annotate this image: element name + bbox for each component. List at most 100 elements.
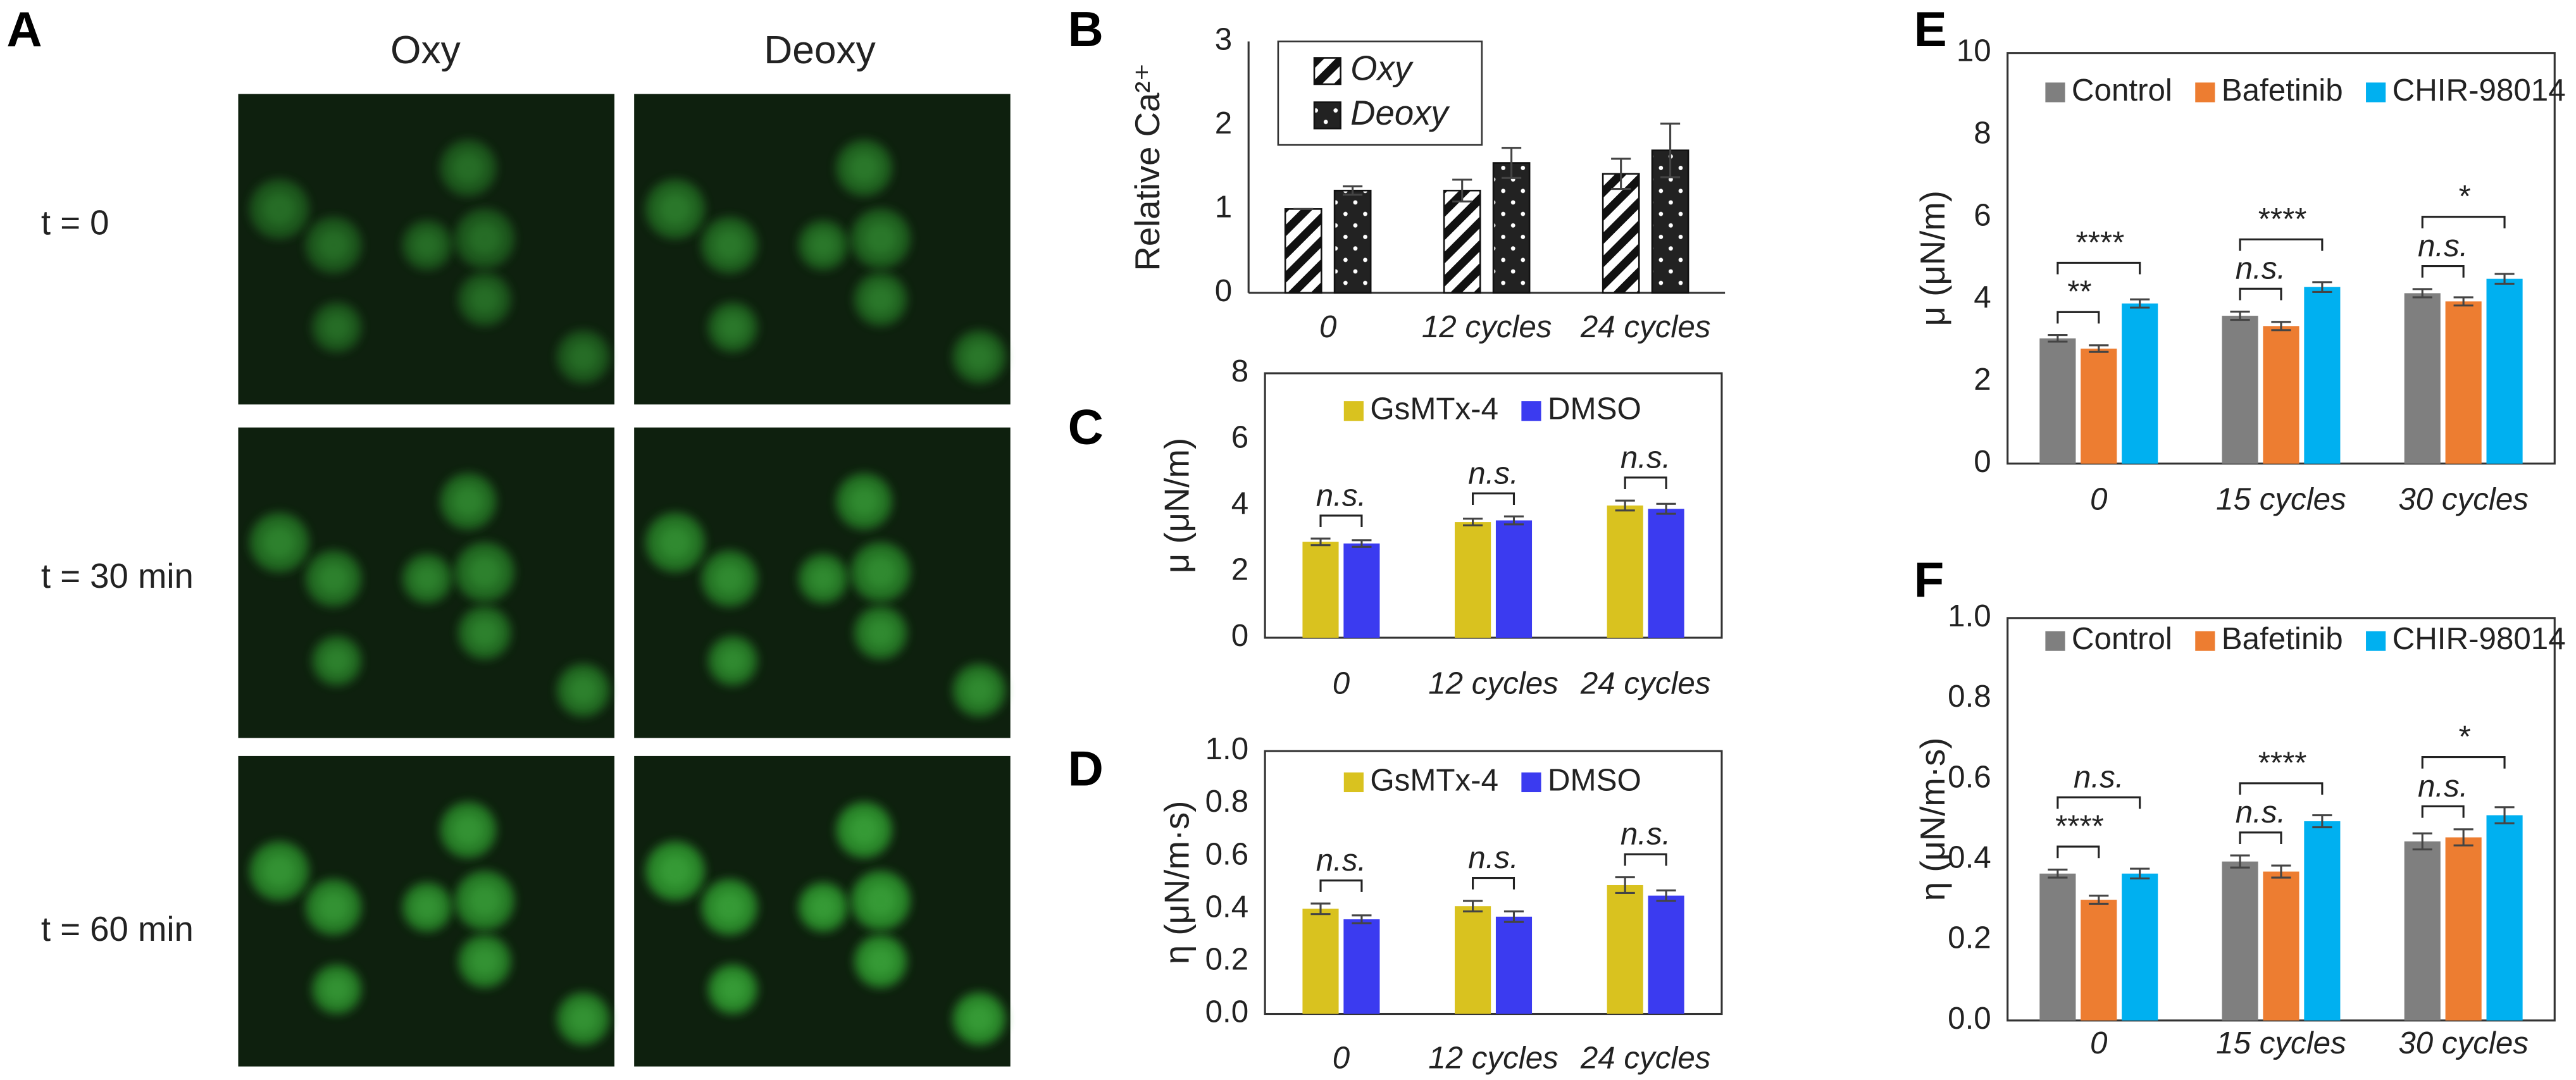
bar bbox=[1333, 189, 1372, 294]
significance-label: n.s. bbox=[1468, 456, 1518, 490]
cell-core bbox=[866, 618, 895, 648]
legend-label: GsMTx-4 bbox=[1370, 762, 1498, 797]
error-bar bbox=[2494, 273, 2515, 285]
significance-bracket bbox=[1319, 514, 1363, 528]
significance-bracket bbox=[1472, 492, 1515, 506]
legend-swatch bbox=[2195, 631, 2215, 651]
significance-bracket bbox=[2421, 755, 2506, 769]
cell-core bbox=[568, 342, 598, 371]
significance-bracket bbox=[2056, 796, 2141, 809]
cell-core bbox=[849, 814, 880, 846]
y-tick-label: 2 bbox=[1974, 362, 1991, 397]
cell-core bbox=[452, 814, 484, 846]
error-bar bbox=[2089, 895, 2109, 905]
bar bbox=[2263, 871, 2299, 1021]
bar bbox=[1607, 884, 1643, 1014]
significance-label: ** bbox=[2066, 275, 2091, 309]
significance-label: n.s. bbox=[1621, 817, 1671, 852]
cell-core bbox=[568, 1004, 598, 1034]
cell-core bbox=[866, 285, 895, 314]
legend-swatch bbox=[2045, 82, 2065, 102]
error-bar bbox=[1656, 502, 1676, 515]
panel-label: C bbox=[1068, 399, 1104, 454]
panel-label: D bbox=[1068, 740, 1104, 796]
cell-core bbox=[323, 976, 351, 1003]
cell-core bbox=[964, 676, 994, 705]
legend-label: DMSO bbox=[1548, 392, 1641, 426]
cell-core bbox=[452, 152, 484, 183]
bar bbox=[2445, 301, 2482, 464]
cell-core bbox=[719, 313, 747, 341]
y-tick-label: 1 bbox=[1215, 189, 1232, 224]
bar bbox=[1343, 919, 1380, 1014]
significance-bracket bbox=[1624, 853, 1667, 866]
bar bbox=[1648, 509, 1684, 638]
cell-core bbox=[719, 976, 747, 1003]
cell-core bbox=[864, 556, 897, 588]
x-tick-label: 0 bbox=[1319, 309, 1337, 344]
x-tick-label: 24 cycles bbox=[1580, 1040, 1711, 1075]
cell-core bbox=[809, 232, 837, 259]
significance-bracket bbox=[2421, 265, 2465, 278]
cell-core bbox=[468, 884, 501, 917]
panel-label: A bbox=[6, 1, 42, 57]
x-tick-label: 12 cycles bbox=[1428, 666, 1559, 700]
error-bar bbox=[2312, 814, 2332, 829]
y-tick-label: 0.2 bbox=[1205, 941, 1249, 976]
legend-swatch bbox=[1343, 772, 1364, 793]
significance-bracket bbox=[2056, 261, 2141, 275]
significance-bracket bbox=[2239, 238, 2324, 251]
cell-core bbox=[470, 947, 499, 976]
bar bbox=[1455, 522, 1491, 638]
legend-swatch bbox=[1343, 401, 1364, 421]
y-axis-label: μ (μN/m) bbox=[1913, 190, 1952, 326]
significance-label: n.s. bbox=[2418, 769, 2468, 804]
significance-label: n.s. bbox=[1316, 478, 1366, 512]
y-tick-label: 0.6 bbox=[1205, 836, 1249, 871]
row-label: t = 0 bbox=[41, 204, 109, 242]
error-bar bbox=[1503, 910, 1524, 923]
error-bar bbox=[2130, 298, 2150, 309]
bar bbox=[1302, 909, 1339, 1014]
y-tick-label: 4 bbox=[1231, 486, 1248, 521]
cell-core bbox=[714, 563, 745, 594]
bar bbox=[1443, 189, 1481, 294]
y-tick-label: 8 bbox=[1231, 354, 1248, 388]
error-bar bbox=[2048, 868, 2068, 879]
cell-core bbox=[719, 647, 747, 674]
significance-bracket bbox=[2056, 311, 2100, 324]
cell-core bbox=[864, 222, 897, 255]
significance-label: n.s. bbox=[2074, 760, 2124, 795]
significance-bracket bbox=[2239, 287, 2282, 301]
bar bbox=[1343, 543, 1380, 638]
cell-core bbox=[659, 854, 692, 888]
y-tick-label: 0.0 bbox=[1205, 995, 1249, 1029]
bar bbox=[1302, 542, 1339, 638]
error-bar bbox=[1310, 902, 1331, 916]
legend-label: Deoxy bbox=[1350, 94, 1450, 132]
y-tick-label: 4 bbox=[1974, 280, 1991, 314]
plot-frame bbox=[1264, 372, 1723, 639]
x-tick-label: 30 cycles bbox=[2398, 1026, 2529, 1060]
y-axis-label: η (μN/m·s) bbox=[1913, 738, 1952, 902]
x-tick-label: 15 cycles bbox=[2216, 482, 2346, 517]
significance-bracket bbox=[1472, 877, 1515, 890]
significance-label: n.s. bbox=[2236, 251, 2286, 286]
y-tick-label: 0.6 bbox=[1948, 759, 1991, 794]
cell-core bbox=[323, 313, 351, 341]
error-bar bbox=[2271, 321, 2291, 332]
cell-core bbox=[470, 618, 499, 648]
bar bbox=[2039, 338, 2076, 464]
error-bar bbox=[1660, 122, 1681, 178]
y-tick-label: 2 bbox=[1215, 106, 1232, 140]
cell-core bbox=[964, 342, 994, 371]
panel-label: F bbox=[1914, 552, 1944, 607]
cell-core bbox=[413, 565, 441, 592]
significance-label: n.s. bbox=[1621, 440, 1671, 475]
cell-core bbox=[470, 285, 499, 314]
bar bbox=[2039, 873, 2076, 1021]
row-label: t = 60 min bbox=[41, 910, 194, 948]
bar bbox=[2222, 316, 2258, 464]
cell-core bbox=[263, 192, 296, 226]
error-bar bbox=[2312, 281, 2332, 294]
